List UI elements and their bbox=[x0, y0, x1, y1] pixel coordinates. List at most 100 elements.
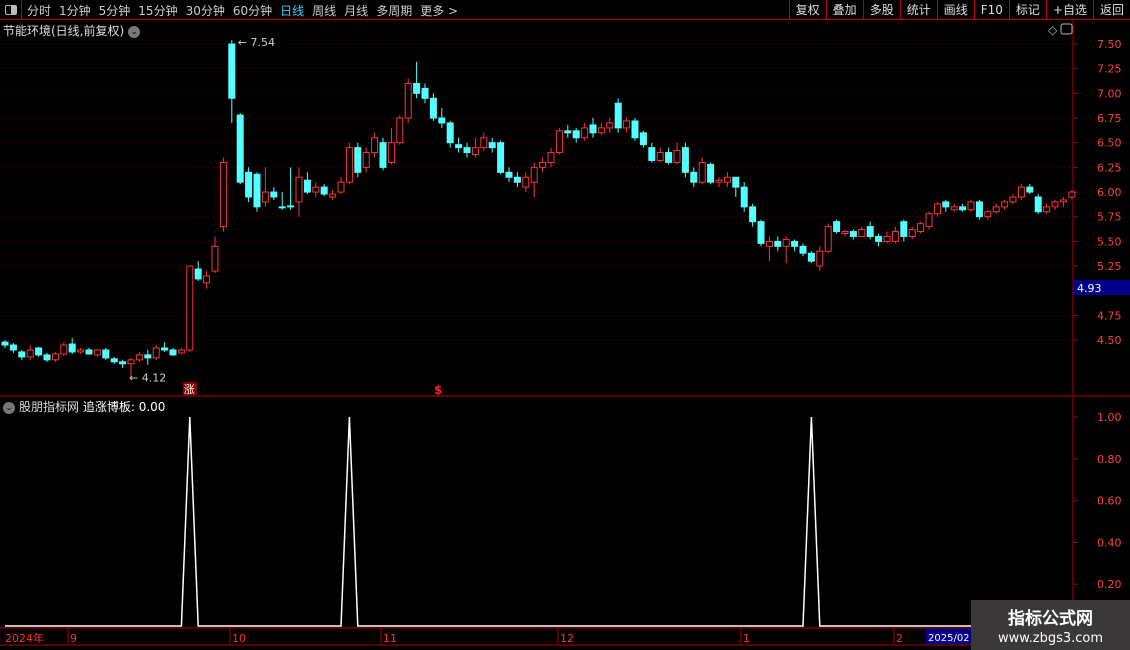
tool-buttons: 复权 叠加 多股 统计 画线 F10 标记 +自选 返回 bbox=[788, 0, 1130, 20]
period-tabs: 分时 1分钟 5分钟 15分钟 30分钟 60分钟 日线 周线 月线 多周期 更多 > bbox=[27, 2, 466, 19]
current-price-label: 4.93 bbox=[1077, 282, 1102, 295]
chevron-down-icon[interactable]: ⌄ bbox=[3, 401, 15, 414]
candle-down bbox=[497, 142, 505, 173]
candle-up bbox=[1009, 196, 1017, 203]
candle-up bbox=[891, 231, 899, 242]
candle-down bbox=[833, 221, 841, 233]
period-tab[interactable]: 周线 bbox=[312, 4, 337, 18]
current-date-box bbox=[926, 629, 971, 644]
candle-down bbox=[614, 102, 622, 129]
candle-down bbox=[900, 221, 908, 237]
indicator-tick-label: 0.20 bbox=[1097, 578, 1122, 591]
candle-up bbox=[396, 117, 404, 144]
candle-up bbox=[295, 176, 303, 203]
period-tab[interactable]: 月线 bbox=[344, 4, 369, 18]
candle-up bbox=[1001, 201, 1009, 208]
candle-down bbox=[421, 87, 429, 99]
candle-down bbox=[446, 122, 454, 144]
layout-toggle-icon[interactable] bbox=[0, 0, 22, 20]
period-tab[interactable]: 更多 > bbox=[420, 4, 459, 18]
candle-down bbox=[194, 268, 202, 280]
indicator-tick-label: 0.60 bbox=[1097, 495, 1122, 508]
tool-button[interactable]: 返回 bbox=[1092, 0, 1130, 20]
period-tab[interactable]: 15分钟 bbox=[138, 4, 178, 18]
period-tab[interactable]: 60分钟 bbox=[232, 4, 273, 18]
layout-icon bbox=[1060, 23, 1073, 35]
candle-up bbox=[152, 347, 160, 359]
candle-down bbox=[799, 245, 807, 254]
candle-up bbox=[371, 137, 379, 154]
candle-up bbox=[1068, 191, 1076, 198]
candle-up bbox=[950, 206, 958, 211]
candle-up bbox=[673, 150, 681, 163]
candle-down bbox=[119, 361, 127, 365]
tool-button[interactable]: 统计 bbox=[899, 0, 937, 20]
candle-up bbox=[908, 229, 916, 237]
candle-down bbox=[631, 120, 639, 139]
candle-down bbox=[379, 142, 387, 168]
candle-up bbox=[597, 127, 605, 134]
period-tab[interactable]: 1分钟 bbox=[59, 4, 91, 18]
price-tick-label: 5.50 bbox=[1097, 235, 1122, 248]
candle-up bbox=[723, 176, 731, 183]
tool-button[interactable]: 画线 bbox=[936, 0, 974, 20]
period-tab[interactable]: 多周期 bbox=[376, 4, 413, 18]
candle-up bbox=[387, 142, 395, 163]
candle-down bbox=[455, 144, 463, 149]
tool-button[interactable]: 叠加 bbox=[825, 0, 863, 20]
candle-down bbox=[849, 231, 857, 237]
tool-button[interactable]: +自选 bbox=[1045, 0, 1093, 20]
date-label: 1 bbox=[743, 632, 750, 645]
tool-button[interactable]: 复权 bbox=[788, 0, 826, 20]
candle-up bbox=[547, 152, 555, 163]
candle-down bbox=[245, 171, 253, 198]
tool-button[interactable]: F10 bbox=[973, 0, 1009, 20]
candle-up bbox=[93, 349, 101, 356]
chart-title: 节能环境(日线,前复权) ⌄ bbox=[3, 22, 141, 39]
candle-up bbox=[51, 353, 59, 361]
candle-up bbox=[471, 147, 479, 156]
candle-up bbox=[1017, 186, 1025, 198]
chevron-down-icon[interactable]: ⌄ bbox=[128, 25, 141, 38]
high-price-label: ← 7.54 bbox=[238, 36, 275, 49]
candle-down bbox=[942, 201, 950, 208]
rise-marker-bg bbox=[182, 382, 197, 395]
diamond-icon: ◇ bbox=[1048, 23, 1058, 37]
candle-down bbox=[287, 205, 295, 208]
candle-up bbox=[127, 359, 135, 365]
dollar-marker: $ bbox=[434, 383, 442, 397]
candle-down bbox=[749, 206, 757, 223]
watermark: 指标公式网 www.zbgs3.com bbox=[971, 600, 1130, 650]
tool-button[interactable]: 多股 bbox=[862, 0, 900, 20]
period-tab[interactable]: 分时 bbox=[27, 4, 52, 18]
candle-up bbox=[606, 122, 614, 129]
candle-down bbox=[959, 206, 967, 211]
price-tick-label: 7.25 bbox=[1097, 63, 1122, 76]
date-label: 11 bbox=[383, 632, 397, 645]
candle-up bbox=[1043, 206, 1051, 213]
period-tab[interactable]: 日线 bbox=[280, 4, 305, 18]
candle-down bbox=[85, 349, 93, 355]
candle-up bbox=[404, 82, 412, 119]
candle-down bbox=[463, 147, 471, 154]
candle-down bbox=[774, 240, 782, 247]
candle-down bbox=[413, 82, 421, 94]
candle-down bbox=[866, 226, 874, 237]
candle-up bbox=[992, 206, 1000, 213]
candle-down bbox=[488, 142, 496, 149]
candle-down bbox=[875, 235, 883, 242]
candle-down bbox=[757, 221, 765, 244]
candle-down bbox=[303, 179, 311, 193]
candle-up bbox=[555, 130, 563, 154]
candle-up bbox=[917, 223, 925, 233]
date-label: 2 bbox=[896, 632, 903, 645]
period-tab[interactable]: 30分钟 bbox=[185, 4, 225, 18]
period-tab[interactable]: 5分钟 bbox=[98, 4, 131, 18]
candle-down bbox=[110, 358, 118, 363]
candle-up bbox=[362, 152, 370, 168]
price-tick-label: 6.75 bbox=[1097, 112, 1122, 125]
tool-button[interactable]: 标记 bbox=[1008, 0, 1046, 20]
candle-down bbox=[665, 152, 673, 163]
indicator-line bbox=[5, 416, 1072, 627]
